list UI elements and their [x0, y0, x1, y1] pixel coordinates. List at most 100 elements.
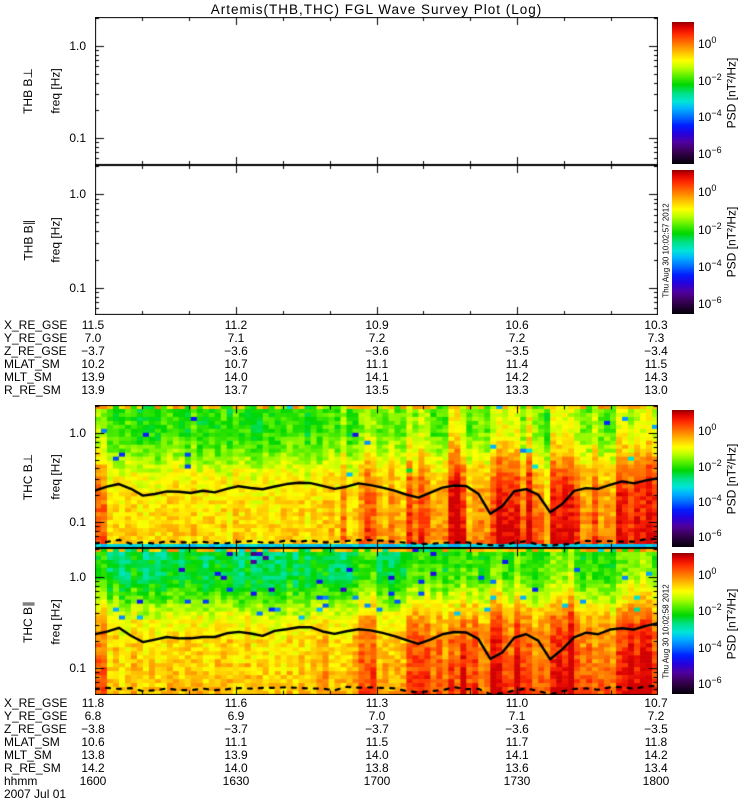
- ephemeris-value: 14.0: [365, 748, 389, 762]
- colorbar-tick-label: 10−2: [698, 457, 722, 474]
- colorbar-tick-label: 100: [698, 183, 717, 200]
- ephemeris-value: 6.8: [84, 709, 102, 723]
- ephemeris-value: 13.9: [81, 370, 105, 384]
- ephemeris-row-label: X_RE_GSE: [4, 696, 68, 710]
- ephemeris-value: 13.5: [365, 383, 389, 397]
- ephemeris-value: 1700: [363, 774, 391, 788]
- panel-label-thc-bpar: THC B∥: [21, 600, 35, 643]
- ephemeris-value: 14.3: [644, 370, 668, 384]
- ephemeris-value: 7.1: [227, 331, 245, 345]
- psd-axis-label: PSD [nT²/Hz]: [723, 206, 738, 278]
- ephemeris-value: 10.6: [81, 735, 105, 749]
- psd-axis-label: PSD [nT²/Hz]: [723, 443, 738, 514]
- ephemeris-value: 13.6: [505, 761, 529, 775]
- ephemeris-value: 14.2: [81, 761, 105, 775]
- colorbar-tick-label: 10−6: [698, 528, 722, 545]
- ephemeris-row-label: R_RE_SM: [4, 761, 61, 775]
- ephemeris-value: 13.7: [224, 383, 248, 397]
- colorbar-tick-label: 100: [698, 565, 717, 582]
- ephemeris-value: 11.5: [365, 735, 389, 749]
- ephemeris-value: 10.3: [644, 318, 668, 332]
- ytick-label: 1.0: [69, 38, 86, 53]
- ephemeris-value: 10.6: [505, 318, 529, 332]
- ephemeris-value: 1730: [503, 774, 531, 788]
- ephemeris-value: 7.0: [84, 331, 102, 345]
- ephemeris-value: 14.1: [365, 370, 389, 384]
- ephemeris-value: 1630: [222, 774, 250, 788]
- ephemeris-value: 11.1: [365, 357, 389, 371]
- ephemeris-value: −3.5: [644, 722, 668, 736]
- ephemeris-value: 13.3: [505, 383, 529, 397]
- psd-colorbar: [672, 170, 694, 314]
- psd-colorbar: [672, 22, 694, 164]
- ephemeris-value: 7.1: [508, 709, 526, 723]
- ephemeris-value: −3.6: [505, 722, 529, 736]
- ephemeris-value: 11.5: [81, 318, 105, 332]
- ephemeris-value: −3.7: [81, 344, 105, 358]
- colorbar-tick-label: 10−4: [698, 493, 722, 510]
- freq-axis-label: freq [Hz]: [48, 217, 63, 263]
- ephemeris-value: 13.9: [224, 748, 248, 762]
- colorbar-tick-label: 10−6: [698, 145, 722, 161]
- thb-bperp-spectrogram-panel: [95, 17, 658, 165]
- ephemeris-value: 11.8: [81, 696, 105, 710]
- colorbar-tick-label: 10−4: [698, 108, 722, 125]
- ephemeris-value: 11.4: [505, 357, 529, 371]
- ephemeris-value: 1800: [642, 774, 670, 788]
- ephemeris-row-label: MLAT_SM: [4, 735, 60, 749]
- ephemeris-value: 14.2: [644, 748, 668, 762]
- ephemeris-row-label: MLAT_SM: [4, 357, 60, 371]
- ephemeris-value: −3.6: [365, 344, 389, 358]
- ephemeris-value: 13.8: [81, 748, 105, 762]
- ytick-label: 1.0: [69, 187, 86, 202]
- ephemeris-value: 7.2: [368, 331, 386, 345]
- colorbar-tick-label: 10−6: [698, 675, 722, 692]
- plot-timestamp: Thu Aug 30 10:02:58 2012: [661, 584, 671, 679]
- ephemeris-value: 7.0: [368, 709, 386, 723]
- panel-label-thb-bperp: THB B⊥: [20, 68, 35, 114]
- date-label: 2007 Jul 01: [4, 787, 67, 800]
- freq-axis-label: freq [Hz]: [48, 68, 63, 114]
- ephemeris-value: 11.3: [365, 696, 389, 710]
- ephemeris-value: 11.1: [224, 735, 248, 749]
- ytick-label: 0.1: [69, 514, 86, 529]
- ephemeris-value: 14.2: [505, 370, 529, 384]
- ephemeris-value: 10.2: [81, 357, 105, 371]
- ytick-label: 0.1: [69, 131, 86, 146]
- ephemeris-value: 14.1: [505, 748, 529, 762]
- freq-axis-label: freq [Hz]: [48, 598, 63, 645]
- ephemeris-row-label: R_RE_SM: [4, 383, 61, 397]
- ephemeris-value: −3.7: [365, 722, 389, 736]
- ephemeris-value: 11.2: [224, 318, 248, 332]
- ephemeris-value: 14.0: [224, 761, 248, 775]
- psd-axis-label: PSD [nT²/Hz]: [723, 57, 738, 129]
- thc-bperp-spectrogram-panel: [95, 405, 658, 548]
- ephemeris-row-label: Y_RE_GSE: [4, 331, 68, 345]
- ytick-label: 0.1: [69, 661, 86, 676]
- ephemeris-value: 7.3: [647, 331, 665, 345]
- ytick-label: 1.0: [69, 425, 86, 440]
- thc-bpar-spectrogram-panel: [95, 548, 658, 695]
- ephemeris-value: 11.0: [505, 696, 529, 710]
- psd-colorbar: [672, 553, 694, 694]
- ephemeris-value: 7.2: [647, 709, 665, 723]
- ephemeris-row-label: MLT_SM: [4, 370, 52, 384]
- colorbar-tick-label: 10−6: [698, 294, 722, 311]
- colorbar-tick-label: 10−2: [698, 71, 722, 88]
- psd-colorbar: [672, 410, 694, 547]
- ephemeris-value: −3.4: [644, 344, 668, 358]
- ephemeris-value: −3.5: [505, 344, 529, 358]
- colorbar-tick-label: 100: [698, 422, 717, 439]
- colorbar-tick-label: 10−4: [698, 257, 722, 274]
- ephemeris-value: 13.8: [365, 761, 389, 775]
- ephemeris-row-label: Y_RE_GSE: [4, 709, 68, 723]
- plot-timestamp: Thu Aug 30 10:02:57 2012: [661, 202, 671, 298]
- ephemeris-value: 13.9: [81, 383, 105, 397]
- ephemeris-value: −3.8: [81, 722, 105, 736]
- panel-label-thb-bpar: THB B∥: [21, 219, 36, 261]
- ytick-label: 0.1: [69, 280, 86, 295]
- ephemeris-value: 11.8: [644, 735, 668, 749]
- ephemeris-value: 13.0: [644, 383, 668, 397]
- page-title: Artemis(THB,THC) FGL Wave Survey Plot (L…: [210, 2, 543, 17]
